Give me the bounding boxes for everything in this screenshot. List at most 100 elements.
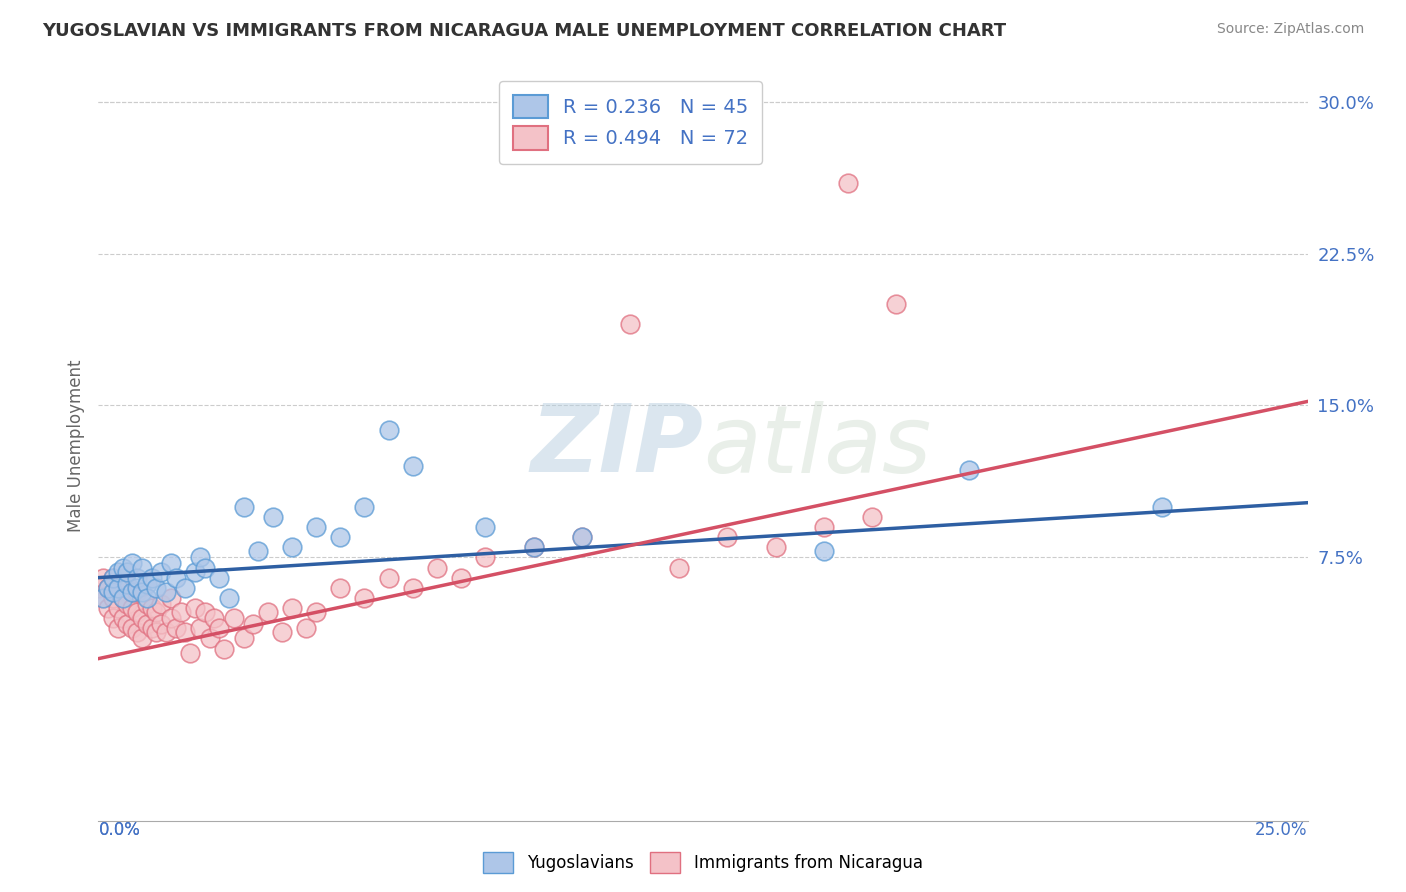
Point [165, 571, 187, 585]
Point [160, 557, 183, 571]
Point [174, 625, 197, 640]
Point [353, 591, 375, 605]
Point [860, 509, 883, 524]
Point [101, 584, 124, 599]
Point [121, 584, 143, 599]
Point [247, 544, 270, 558]
Point [329, 530, 352, 544]
Point [135, 591, 157, 605]
Point [155, 584, 177, 599]
Point [131, 560, 153, 574]
Point [208, 621, 231, 635]
Point [127, 584, 149, 599]
Text: 25.0%: 25.0% [1256, 821, 1308, 838]
Point [262, 509, 284, 524]
Point [97, 581, 120, 595]
Point [222, 611, 245, 625]
Point [91, 571, 114, 585]
Point [145, 625, 167, 640]
Point [127, 605, 149, 619]
Legend: R = 0.236   N = 45, R = 0.494   N = 72: R = 0.236 N = 45, R = 0.494 N = 72 [499, 81, 762, 163]
Point [150, 617, 173, 632]
Point [127, 571, 149, 585]
Point [957, 463, 980, 477]
Point [194, 605, 217, 619]
Point [523, 541, 546, 555]
Point [668, 560, 690, 574]
Point [135, 617, 157, 632]
Point [450, 571, 472, 585]
Point [474, 550, 496, 565]
Point [377, 571, 399, 585]
Point [107, 601, 129, 615]
Point [765, 541, 787, 555]
Point [150, 565, 173, 579]
Point [131, 584, 153, 599]
Point [141, 571, 163, 585]
Point [135, 597, 157, 611]
Point [426, 560, 449, 574]
Point [198, 632, 221, 646]
Point [402, 459, 425, 474]
Point [165, 621, 187, 635]
Point [377, 423, 399, 437]
Point [305, 520, 328, 534]
Point [353, 500, 375, 514]
Text: Source: ZipAtlas.com: Source: ZipAtlas.com [1216, 22, 1364, 37]
Point [188, 621, 211, 635]
Point [474, 520, 496, 534]
Point [295, 621, 318, 635]
Point [179, 646, 201, 660]
Point [242, 617, 264, 632]
Point [194, 560, 217, 574]
Point [281, 601, 304, 615]
Point [101, 571, 124, 585]
Point [107, 581, 129, 595]
Point [131, 611, 153, 625]
Point [150, 597, 173, 611]
Point [155, 625, 177, 640]
Point [111, 591, 134, 605]
Point [188, 550, 211, 565]
Point [101, 571, 124, 585]
Y-axis label: Male Unemployment: Male Unemployment [66, 359, 84, 533]
Point [145, 605, 167, 619]
Point [212, 641, 235, 656]
Point [141, 601, 163, 615]
Point [886, 297, 908, 311]
Point [111, 611, 134, 625]
Point [87, 581, 110, 595]
Text: 0.0%: 0.0% [98, 821, 141, 838]
Legend: Yugoslavians, Immigrants from Nicaragua: Yugoslavians, Immigrants from Nicaragua [477, 846, 929, 880]
Point [117, 576, 139, 591]
Point [111, 591, 134, 605]
Point [117, 565, 139, 579]
Point [281, 541, 304, 555]
Point [117, 597, 139, 611]
Point [218, 591, 240, 605]
Point [141, 621, 163, 635]
Text: 0.0%: 0.0% [98, 821, 141, 838]
Point [232, 500, 254, 514]
Point [121, 601, 143, 615]
Point [208, 571, 231, 585]
Point [169, 605, 191, 619]
Point [619, 318, 641, 332]
Point [111, 560, 134, 574]
Point [160, 591, 183, 605]
Point [131, 632, 153, 646]
Point [127, 625, 149, 640]
Point [160, 611, 183, 625]
Point [256, 605, 278, 619]
Text: YUGOSLAVIAN VS IMMIGRANTS FROM NICARAGUA MALE UNEMPLOYMENT CORRELATION CHART: YUGOSLAVIAN VS IMMIGRANTS FROM NICARAGUA… [42, 22, 1007, 40]
Point [813, 520, 835, 534]
Point [305, 605, 328, 619]
Point [716, 530, 738, 544]
Point [101, 611, 124, 625]
Point [121, 584, 143, 599]
Point [107, 581, 129, 595]
Point [145, 581, 167, 595]
Point [184, 601, 207, 615]
Point [402, 581, 425, 595]
Point [184, 565, 207, 579]
